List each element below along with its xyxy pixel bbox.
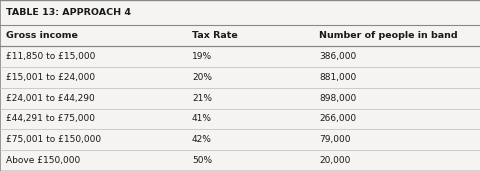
Text: £11,850 to £15,000: £11,850 to £15,000 [6, 52, 95, 61]
Text: 20,000: 20,000 [319, 156, 350, 165]
Text: £44,291 to £75,000: £44,291 to £75,000 [6, 115, 95, 123]
Text: 79,000: 79,000 [319, 135, 351, 144]
Text: 881,000: 881,000 [319, 73, 357, 82]
Text: £15,001 to £24,000: £15,001 to £24,000 [6, 73, 95, 82]
Text: 19%: 19% [192, 52, 212, 61]
Text: Above £150,000: Above £150,000 [6, 156, 80, 165]
Text: 21%: 21% [192, 94, 212, 103]
Text: 20%: 20% [192, 73, 212, 82]
Text: £24,001 to £44,290: £24,001 to £44,290 [6, 94, 95, 103]
Text: 50%: 50% [192, 156, 212, 165]
Text: Gross income: Gross income [6, 31, 78, 40]
Text: 386,000: 386,000 [319, 52, 357, 61]
Text: 41%: 41% [192, 115, 212, 123]
Text: Number of people in band: Number of people in band [319, 31, 458, 40]
Text: Tax Rate: Tax Rate [192, 31, 238, 40]
Text: TABLE 13: APPROACH 4: TABLE 13: APPROACH 4 [6, 8, 131, 17]
Text: 266,000: 266,000 [319, 115, 356, 123]
Text: 898,000: 898,000 [319, 94, 357, 103]
Text: 42%: 42% [192, 135, 212, 144]
Text: £75,001 to £150,000: £75,001 to £150,000 [6, 135, 101, 144]
